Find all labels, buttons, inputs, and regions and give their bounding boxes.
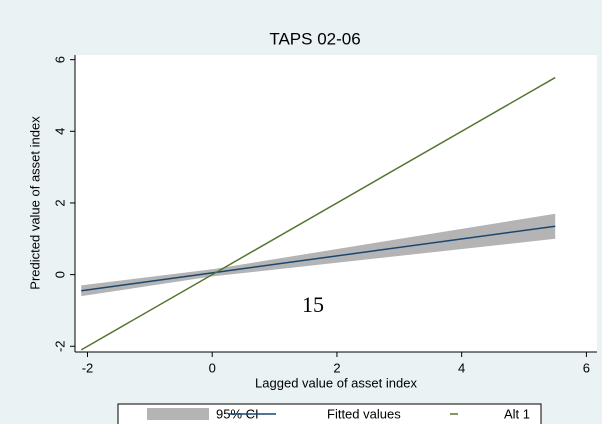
y-tick-label: 4 [52,128,67,135]
y-axis-label: Predicted value of asset index [27,116,42,290]
legend [117,403,542,424]
x-tick-label: 0 [209,360,216,375]
y-tick-label: 2 [52,199,67,206]
x-tick-label: 6 [583,360,590,375]
legend-swatch [147,408,209,420]
line [81,225,556,292]
legend-label: Alt 1 [504,406,530,421]
x-axis-label: Lagged value of asset index [255,375,417,390]
y-tick-label: -2 [52,340,67,352]
y-tick-label: 0 [52,271,67,278]
x-tick-label: 2 [333,360,340,375]
y-tick-label: 6 [52,56,67,63]
annotation: 15 [302,292,324,317]
legend-label: Fitted values [327,406,401,421]
x-tick-label: -2 [82,360,94,375]
line [80,76,556,351]
ci-band [81,213,556,297]
chart-title: TAPS 02-06 [269,29,360,48]
x-tick-label: 4 [458,360,465,375]
